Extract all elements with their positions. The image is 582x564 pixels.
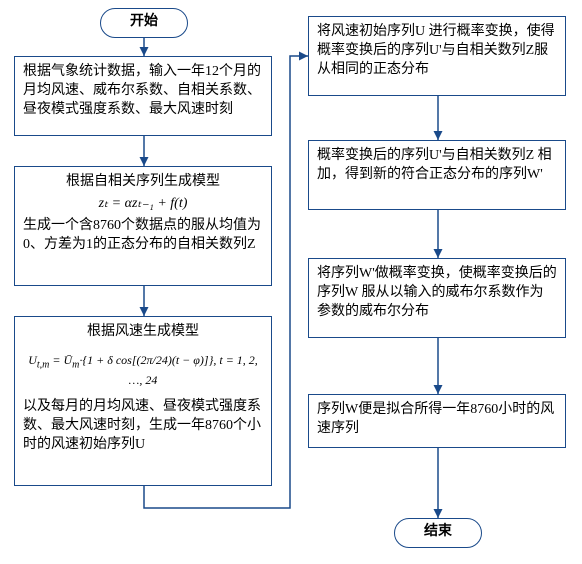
step-2-line2: 生成一个含8760个数据点的服从均值为0、方差为1的正态分布的自相关数列Z: [23, 217, 263, 255]
step-1: 根据气象统计数据，输入一年12个月的月均风速、威布尔系数、自相关系数、昼夜模式强…: [14, 56, 272, 136]
step-1-text: 根据气象统计数据，输入一年12个月的月均风速、威布尔系数、自相关系数、昼夜模式强…: [23, 64, 261, 117]
step-6: 将序列W'做概率变换，使概率变换后的序列W 服从以输入的威布尔系数作为参数的威布…: [308, 258, 566, 338]
terminator-start-label: 开始: [130, 14, 158, 29]
step-7-text: 序列W便是拟合所得一年8760小时的风速序列: [317, 402, 554, 436]
step-3-line2: 以及每月的月均风速、昼夜模式强度系数、最大风速时刻，生成一年8760个小时的风速…: [23, 398, 263, 455]
step-7: 序列W便是拟合所得一年8760小时的风速序列: [308, 394, 566, 448]
step-3: 根据风速生成模型 Ut,m = Ūm·{1 + δ cos[(2π/24)(t …: [14, 316, 272, 486]
flowchart-canvas: 开始 根据气象统计数据，输入一年12个月的月均风速、威布尔系数、自相关系数、昼夜…: [8, 8, 574, 556]
step-5-text: 概率变换后的序列U'与自相关数列Z 相加，得到新的符合正态分布的序列W': [317, 148, 552, 182]
step-4: 将风速初始序列U 进行概率变换，使得概率变换后的序列U'与自相关数列Z服从相同的…: [308, 16, 566, 96]
step-2-line1: 根据自相关序列生成模型: [23, 173, 263, 192]
step-6-text: 将序列W'做概率变换，使概率变换后的序列W 服从以输入的威布尔系数作为参数的威布…: [317, 266, 557, 319]
step-2: 根据自相关序列生成模型 zₜ = αzₜ₋₁ + f(t) 生成一个含8760个…: [14, 166, 272, 286]
terminator-start: 开始: [100, 8, 188, 38]
step-5: 概率变换后的序列U'与自相关数列Z 相加，得到新的符合正态分布的序列W': [308, 140, 566, 210]
step-3-formula: Ut,m = Ūm·{1 + δ cos[(2π/24)(t − φ)]}, t…: [23, 342, 263, 398]
terminator-end: 结束: [394, 518, 482, 548]
step-2-formula: zₜ = αzₜ₋₁ + f(t): [23, 192, 263, 217]
terminator-end-label: 结束: [424, 524, 452, 539]
step-3-line1: 根据风速生成模型: [23, 323, 263, 342]
step-4-text: 将风速初始序列U 进行概率变换，使得概率变换后的序列U'与自相关数列Z服从相同的…: [317, 24, 555, 77]
